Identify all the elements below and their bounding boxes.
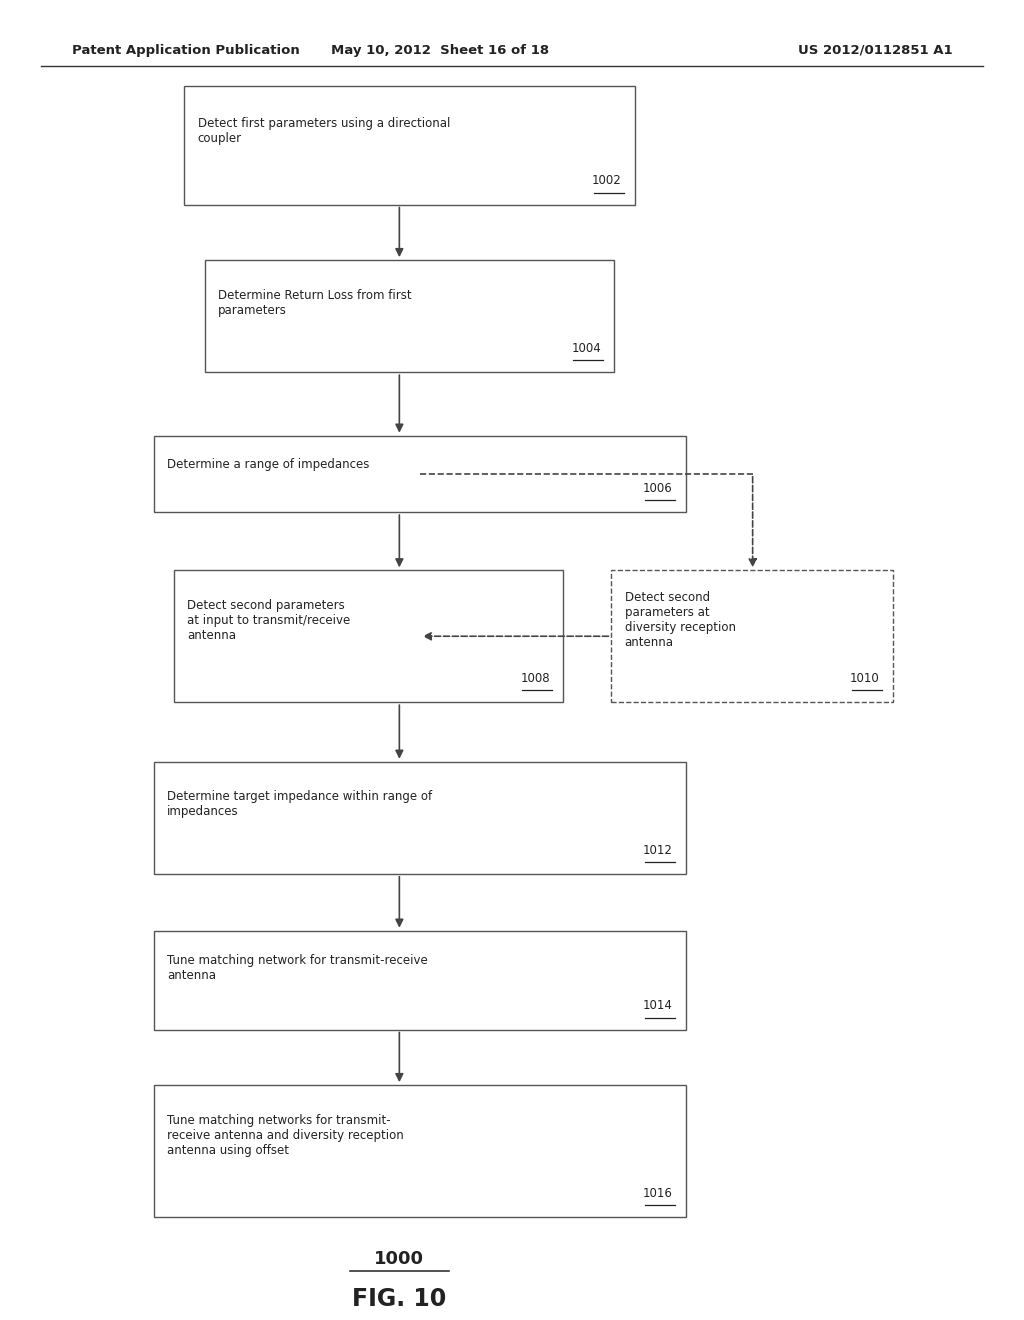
Text: 1014: 1014 xyxy=(643,999,673,1012)
Text: Determine a range of impedances: Determine a range of impedances xyxy=(167,458,370,471)
Text: 1012: 1012 xyxy=(643,843,673,857)
Text: 1006: 1006 xyxy=(643,482,673,495)
Text: Determine Return Loss from first
parameters: Determine Return Loss from first paramet… xyxy=(218,289,412,317)
Text: Detect second
parameters at
diversity reception
antenna: Detect second parameters at diversity re… xyxy=(625,591,735,649)
FancyBboxPatch shape xyxy=(154,1085,686,1217)
Text: Patent Application Publication: Patent Application Publication xyxy=(72,44,299,57)
FancyBboxPatch shape xyxy=(174,570,563,702)
FancyBboxPatch shape xyxy=(184,86,635,205)
Text: Detect second parameters
at input to transmit/receive
antenna: Detect second parameters at input to tra… xyxy=(187,599,350,642)
Text: May 10, 2012  Sheet 16 of 18: May 10, 2012 Sheet 16 of 18 xyxy=(331,44,550,57)
Text: 1010: 1010 xyxy=(850,672,880,685)
FancyBboxPatch shape xyxy=(154,762,686,874)
Text: 1016: 1016 xyxy=(643,1187,673,1200)
Text: 1000: 1000 xyxy=(375,1250,424,1269)
Text: Tune matching networks for transmit-
receive antenna and diversity reception
ant: Tune matching networks for transmit- rec… xyxy=(167,1114,403,1156)
Text: Tune matching network for transmit-receive
antenna: Tune matching network for transmit-recei… xyxy=(167,954,428,982)
Text: Detect first parameters using a directional
coupler: Detect first parameters using a directio… xyxy=(198,117,450,145)
Text: 1008: 1008 xyxy=(520,672,550,685)
FancyBboxPatch shape xyxy=(154,436,686,512)
FancyBboxPatch shape xyxy=(611,570,893,702)
Text: 1002: 1002 xyxy=(592,174,622,187)
Text: Determine target impedance within range of
impedances: Determine target impedance within range … xyxy=(167,791,432,818)
FancyBboxPatch shape xyxy=(205,260,614,372)
Text: US 2012/0112851 A1: US 2012/0112851 A1 xyxy=(798,44,952,57)
FancyBboxPatch shape xyxy=(154,931,686,1030)
Text: FIG. 10: FIG. 10 xyxy=(352,1287,446,1311)
Text: 1004: 1004 xyxy=(571,342,601,355)
